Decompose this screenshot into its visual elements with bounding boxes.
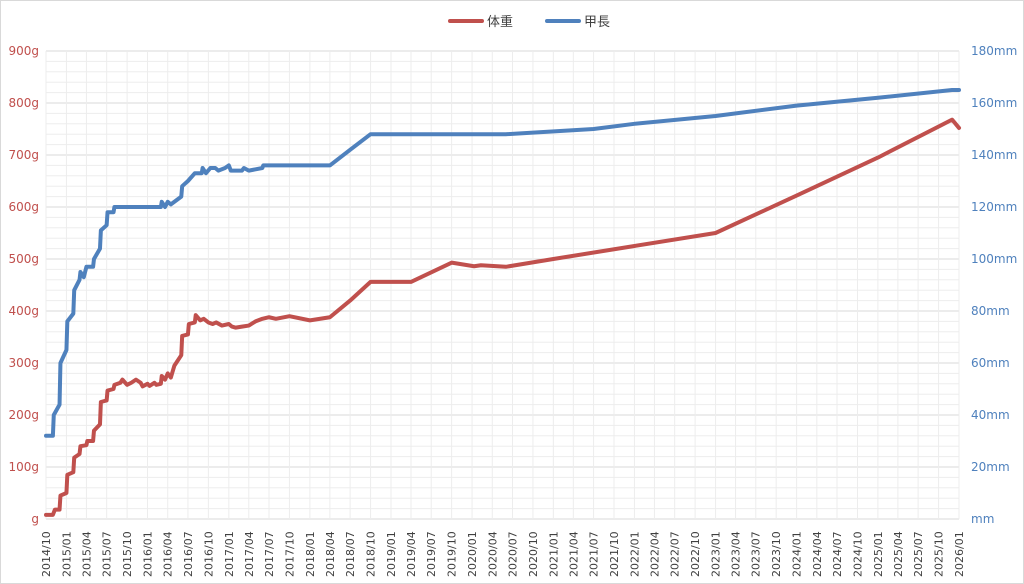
x-tick-label: 2019/04 xyxy=(405,531,418,577)
x-tick-label: 2018/10 xyxy=(365,531,378,577)
x-tick-label: 2022/01 xyxy=(628,531,641,577)
right-tick-label: 40mm xyxy=(971,408,1010,422)
x-axis-ticks: 2014/10 2015/01 2015/04 2015/07 2015/10 2016/… xyxy=(40,531,966,577)
x-tick-label: 2020/10 xyxy=(527,531,540,577)
x-tick-label: 2015/07 xyxy=(101,531,114,577)
x-tick-label: 2024/01 xyxy=(791,531,804,577)
x-tick-label: 2015/04 xyxy=(80,531,93,577)
x-tick-label: 2016/10 xyxy=(202,531,215,577)
x-tick-label: 2016/04 xyxy=(162,531,175,577)
x-tick-label: 2022/10 xyxy=(689,531,702,577)
series-layer xyxy=(44,88,961,517)
x-tick-label: 2021/07 xyxy=(588,531,601,577)
right-axis-ticks: mm 20mm 40mm 60mm 80mm 100mm 120mm 140mm 160mm 18… xyxy=(971,44,1017,526)
right-tick-label: 120mm xyxy=(971,200,1017,214)
x-tick-label: 2018/07 xyxy=(344,531,357,577)
left-tick-label: 600g xyxy=(8,200,39,214)
x-tick-label: 2024/07 xyxy=(831,531,844,577)
series-line-length xyxy=(44,88,961,438)
x-tick-label: 2023/07 xyxy=(750,531,763,577)
x-tick-label: 2025/10 xyxy=(933,531,946,577)
left-tick-label: g xyxy=(31,512,39,526)
x-tick-label: 2020/04 xyxy=(486,531,499,577)
left-tick-label: 900g xyxy=(8,44,39,58)
x-tick-label: 2021/01 xyxy=(547,531,560,577)
gridlines xyxy=(45,50,960,520)
x-tick-label: 2019/01 xyxy=(385,531,398,577)
right-tick-label: 160mm xyxy=(971,96,1017,110)
x-tick-label: 2024/10 xyxy=(851,531,864,577)
legend-label: 甲長 xyxy=(584,15,610,30)
x-tick-label: 2016/01 xyxy=(142,531,155,577)
x-tick-label: 2024/04 xyxy=(811,531,824,577)
left-tick-label: 400g xyxy=(8,304,39,318)
right-tick-label: 20mm xyxy=(971,460,1010,474)
right-tick-label: 80mm xyxy=(971,304,1010,318)
x-tick-label: 2017/04 xyxy=(243,531,256,577)
x-tick-label: 2018/04 xyxy=(324,531,337,577)
x-tick-label: 2015/01 xyxy=(60,531,73,577)
left-tick-label: 100g xyxy=(8,460,39,474)
x-tick-label: 2023/01 xyxy=(710,531,723,577)
x-tick-label: 2025/01 xyxy=(872,531,885,577)
x-tick-label: 2016/07 xyxy=(182,531,195,577)
x-tick-label: 2017/01 xyxy=(223,531,236,577)
right-tick-label: mm xyxy=(971,512,994,526)
x-tick-label: 2025/04 xyxy=(892,531,905,577)
left-tick-label: 500g xyxy=(8,252,39,266)
right-tick-label: 140mm xyxy=(971,148,1017,162)
x-tick-label: 2017/10 xyxy=(283,531,296,577)
right-tick-label: 60mm xyxy=(971,356,1010,370)
x-tick-label: 2019/07 xyxy=(425,531,438,577)
left-axis-ticks: g 100g 200g 300g 400g 500g 600g 700g 800g 900g xyxy=(8,44,39,526)
series-line-weight xyxy=(44,117,961,517)
x-tick-label: 2025/07 xyxy=(912,531,925,577)
x-tick-label: 2023/04 xyxy=(730,531,743,577)
left-tick-label: 800g xyxy=(8,96,39,110)
x-tick-label: 2026/01 xyxy=(953,531,966,577)
x-tick-label: 2019/10 xyxy=(446,531,459,577)
x-tick-label: 2017/07 xyxy=(263,531,276,577)
x-tick-label: 2022/07 xyxy=(669,531,682,577)
x-tick-label: 2018/01 xyxy=(304,531,317,577)
x-tick-label: 2014/10 xyxy=(40,531,53,577)
left-tick-label: 700g xyxy=(8,148,39,162)
right-tick-label: 180mm xyxy=(971,44,1017,58)
x-tick-label: 2022/04 xyxy=(648,531,661,577)
x-tick-label: 2023/10 xyxy=(770,531,783,577)
right-tick-label: 100mm xyxy=(971,252,1017,266)
x-tick-label: 2020/01 xyxy=(466,531,479,577)
left-tick-label: 200g xyxy=(8,408,39,422)
left-tick-label: 300g xyxy=(8,356,39,370)
x-tick-label: 2015/10 xyxy=(121,531,134,577)
x-tick-label: 2021/04 xyxy=(567,531,580,577)
legend: 体重 甲長 xyxy=(448,14,610,30)
x-tick-label: 2021/10 xyxy=(608,531,621,577)
legend-label: 体重 xyxy=(487,14,513,30)
x-tick-label: 2020/07 xyxy=(506,531,519,577)
